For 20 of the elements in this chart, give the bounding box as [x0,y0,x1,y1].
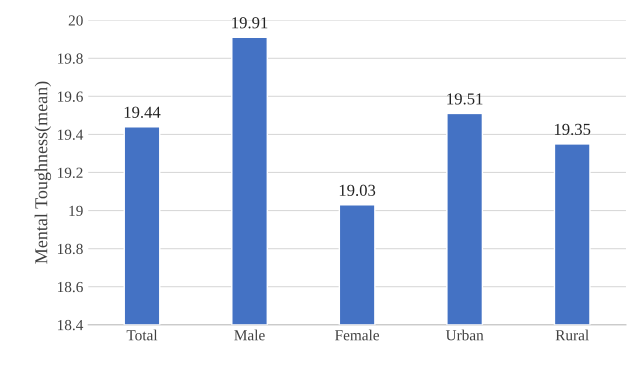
y-tick-label: 18.6 [58,282,83,292]
y-axis-title: Mental Toughness(mean) [34,82,52,264]
data-label: 19.35 [554,124,590,136]
y-tick-label: 19.2 [58,168,83,178]
data-label: 19.03 [340,184,376,196]
x-tick-label: Total [126,330,158,340]
x-tick-label: Female [335,330,380,340]
x-tick-label: Urban [446,330,484,340]
y-tick-label: 20 [68,15,83,26]
data-label: 19.51 [447,93,482,105]
y-tick-label: 19.8 [58,53,83,64]
y-tick-label: 18.8 [58,244,83,254]
x-tick-label: Rural [556,330,589,340]
x-tick-label: Male [234,330,265,340]
y-tick-label: 19 [69,206,83,216]
y-tick-label: 18.4 [58,320,84,330]
data-label: 19.44 [124,106,160,118]
y-tick-label: 19.6 [58,92,83,102]
data-label: 19.91 [232,17,268,28]
y-tick-label: 19.4 [58,130,84,140]
